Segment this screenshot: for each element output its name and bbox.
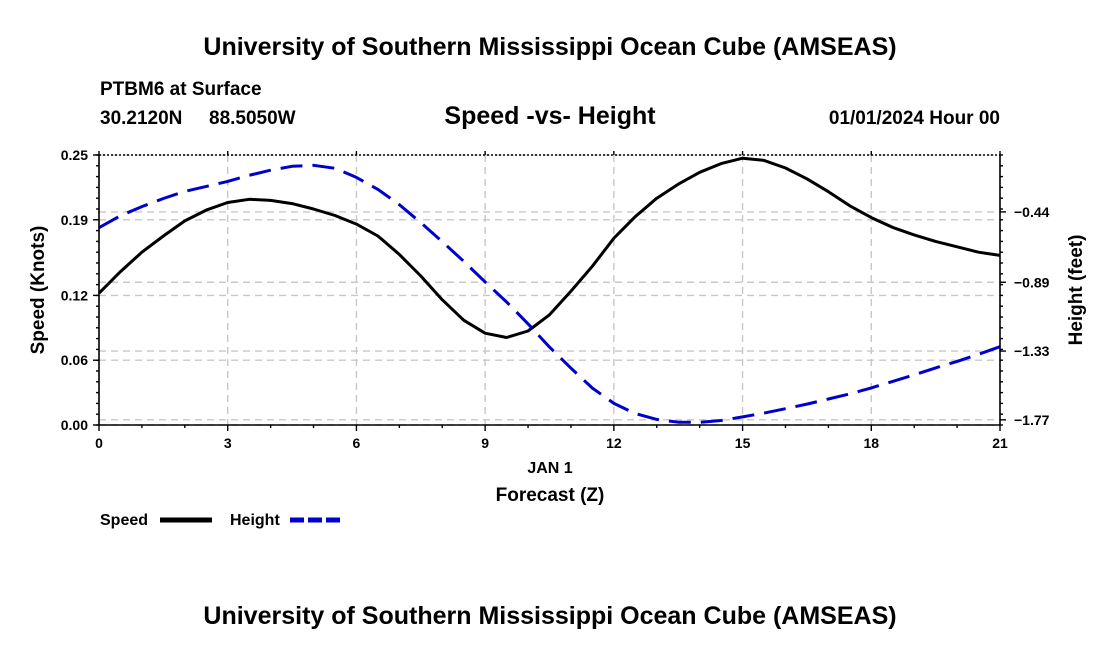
x-axis-sublabel: JAN 1 (527, 460, 572, 477)
footer-title: University of Southern Mississippi Ocean… (203, 602, 896, 630)
legend: Speed Height (100, 512, 342, 529)
y-tick-label: 0.25 (61, 147, 88, 163)
latitude-label: 30.2120N (100, 108, 182, 129)
y2-tick-label: −1.77 (1014, 412, 1050, 428)
grid-lines (99, 154, 1000, 426)
axis-ticks: 0 3 6 9 12 15 18 21 0.00 0.06 0.12 0.19 0.25 −1.77 −1.… (61, 147, 1050, 451)
y-tick-label: 0.06 (61, 352, 88, 368)
y2-tick-label: −1.33 (1014, 343, 1050, 359)
y-tick-label: 0.00 (61, 417, 88, 433)
x-axis-label: Forecast (Z) (496, 485, 605, 506)
x-tick-label: 9 (481, 435, 489, 451)
y2-axis-label: Height (feet) (1066, 235, 1087, 346)
series-speed-line (97, 156, 1001, 339)
y-tick-label: 0.12 (61, 287, 88, 303)
y2-tick-label: −0.44 (1014, 204, 1050, 220)
x-tick-label: 12 (606, 435, 622, 451)
x-tick-label: 15 (735, 435, 751, 451)
plot-frame (98, 154, 1001, 426)
y2-tick-label: −0.89 (1014, 274, 1050, 290)
series-height-line (98, 163, 1001, 424)
series-layer (97, 156, 1001, 424)
x-tick-label: 3 (224, 435, 232, 451)
station-label: PTBM6 at Surface (100, 79, 262, 100)
longitude-label: 88.5050W (209, 108, 296, 129)
datetime-label: 01/01/2024 Hour 00 (829, 108, 1000, 129)
chart-title: Speed -vs- Height (444, 102, 656, 130)
legend-height-label: Height (230, 512, 280, 529)
y-axis-label: Speed (Knots) (28, 226, 49, 355)
x-tick-label: 6 (353, 435, 361, 451)
x-tick-label: 0 (95, 435, 103, 451)
page-title: University of Southern Mississippi Ocean… (203, 33, 896, 61)
x-tick-label: 21 (992, 435, 1008, 451)
legend-speed-label: Speed (100, 512, 148, 529)
x-tick-label: 18 (863, 435, 879, 451)
y-tick-label: 0.19 (61, 212, 88, 228)
